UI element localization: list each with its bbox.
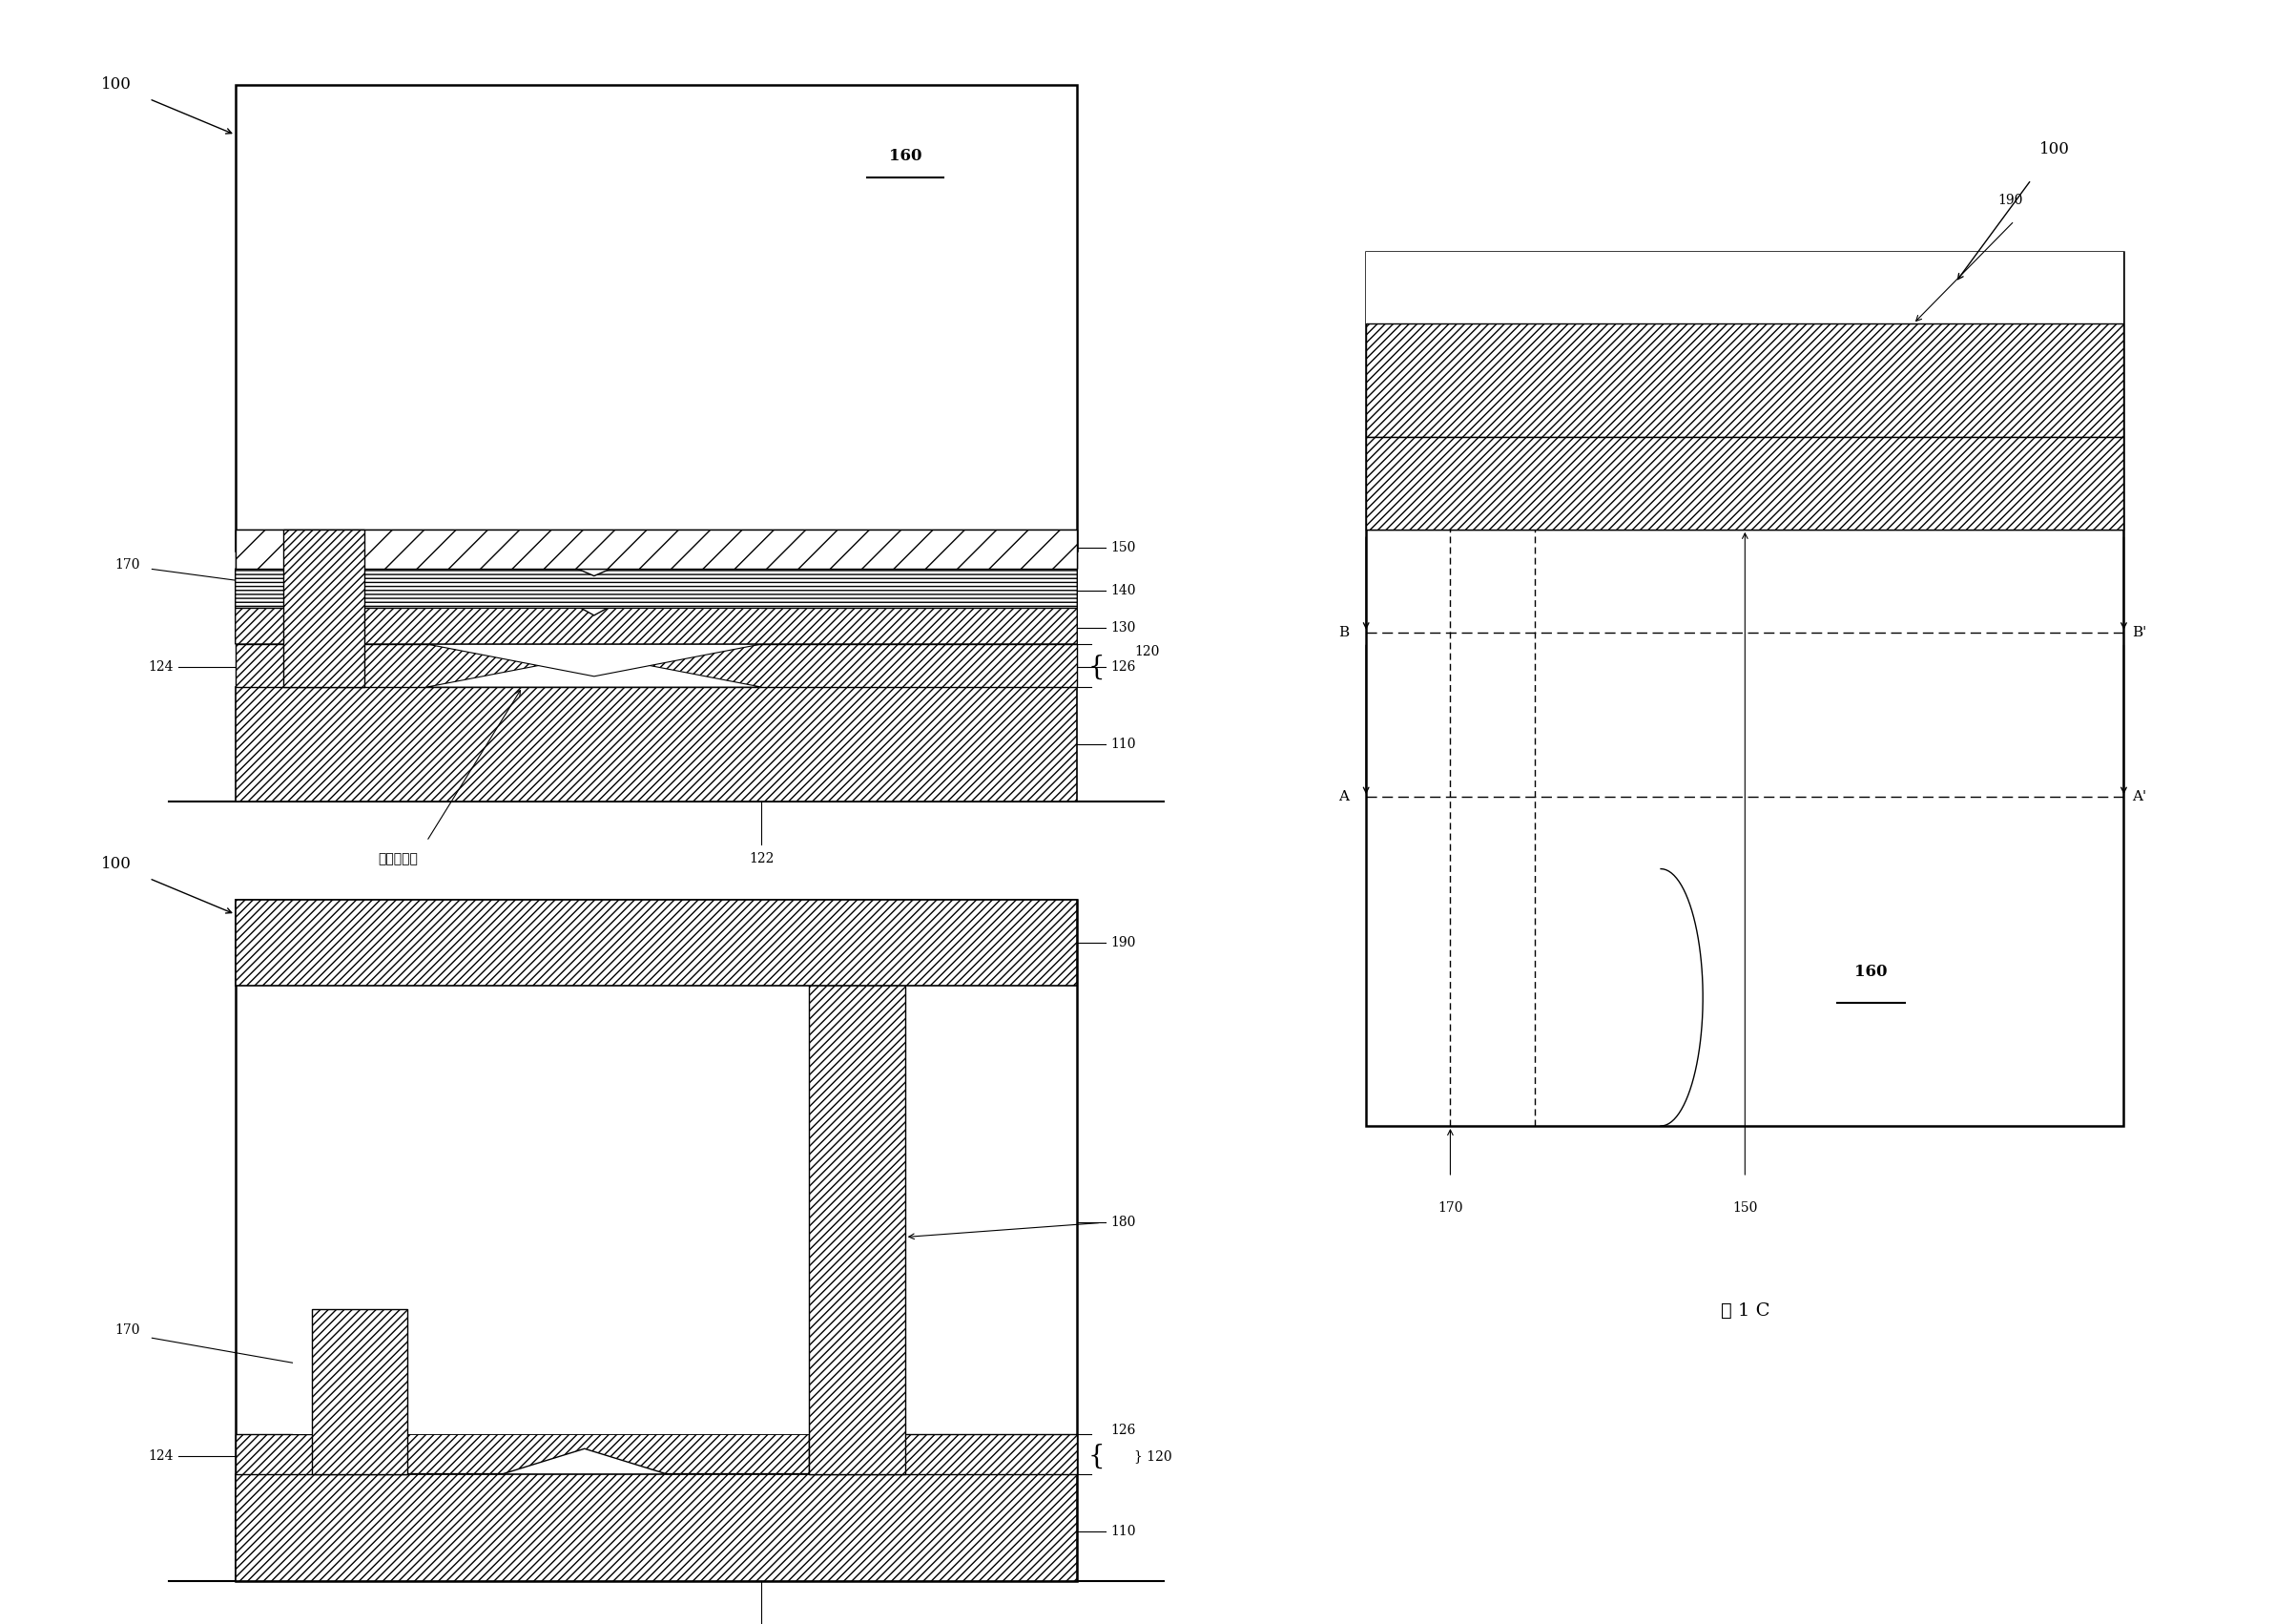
Text: 150: 150: [1111, 541, 1137, 554]
Text: A: A: [1339, 791, 1350, 804]
Text: 150: 150: [1733, 1202, 1756, 1215]
Text: 140: 140: [1111, 583, 1137, 598]
Text: 170: 170: [115, 1324, 140, 1337]
Polygon shape: [406, 1434, 808, 1475]
Bar: [282, 529, 365, 687]
Bar: [1366, 252, 2124, 323]
Polygon shape: [427, 654, 762, 687]
Bar: [294, 1004, 820, 1434]
Text: B': B': [2133, 625, 2147, 638]
Text: 图 1 A: 图 1 A: [641, 937, 691, 953]
Bar: [1366, 323, 2124, 437]
Text: 124: 124: [147, 661, 172, 674]
Bar: [234, 900, 1077, 986]
Text: B: B: [1339, 625, 1350, 638]
Bar: [1366, 252, 2124, 1125]
Bar: [808, 971, 905, 1475]
Bar: [234, 529, 1077, 568]
Bar: [312, 1309, 406, 1475]
Text: 可切换体积: 可切换体积: [379, 853, 418, 866]
Bar: [234, 900, 1077, 1582]
Text: 110: 110: [1111, 737, 1137, 752]
Text: 120: 120: [1134, 645, 1159, 658]
Text: } 120: } 120: [1134, 1449, 1173, 1463]
Polygon shape: [234, 533, 1077, 607]
Text: 126: 126: [1111, 1424, 1137, 1437]
Text: {: {: [1088, 654, 1104, 680]
Text: 130: 130: [1111, 622, 1137, 635]
Text: 100: 100: [2039, 141, 2071, 158]
Text: 160: 160: [553, 1215, 585, 1231]
Text: 100: 100: [101, 856, 131, 872]
Text: 126: 126: [1111, 661, 1137, 674]
Bar: [234, 1475, 1077, 1582]
Bar: [234, 1434, 406, 1475]
Bar: [234, 687, 1077, 802]
Text: 170: 170: [1437, 1202, 1463, 1215]
Text: A': A': [2133, 791, 2147, 804]
Text: {: {: [1088, 1444, 1104, 1468]
Text: 160: 160: [1855, 963, 1887, 979]
Text: 170: 170: [115, 559, 140, 572]
Text: 180: 180: [1111, 1216, 1137, 1229]
Text: 122: 122: [748, 853, 774, 866]
Bar: [808, 1434, 1077, 1475]
Bar: [234, 84, 1077, 551]
Text: 190: 190: [1998, 193, 2023, 206]
Bar: [1366, 437, 2124, 529]
Text: 190: 190: [1111, 937, 1137, 950]
Text: 图 1 C: 图 1 C: [1720, 1302, 1770, 1320]
Polygon shape: [427, 645, 762, 676]
Text: 100: 100: [101, 76, 131, 93]
Text: 160: 160: [889, 148, 921, 164]
Text: 124: 124: [147, 1449, 172, 1463]
Text: 110: 110: [1111, 1525, 1137, 1538]
Bar: [234, 645, 1077, 687]
Polygon shape: [234, 577, 1077, 645]
Bar: [234, 529, 1077, 568]
